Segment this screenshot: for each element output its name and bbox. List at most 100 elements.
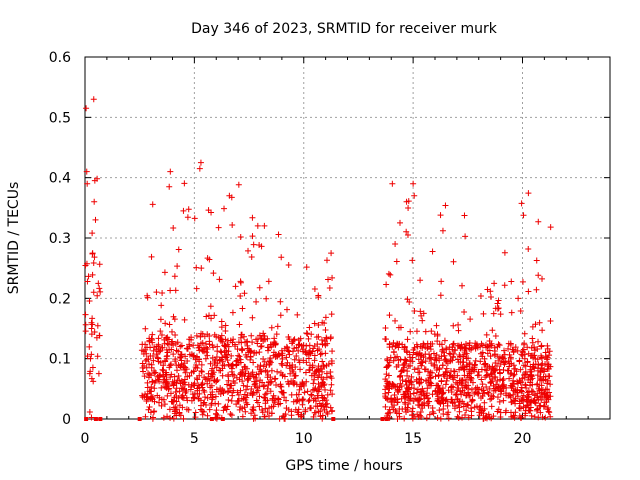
data-point [142,341,149,348]
data-point [393,363,400,370]
data-point [256,403,263,410]
data-point [431,331,438,338]
data-point [397,380,404,387]
data-point [524,398,531,405]
data-point [168,328,175,335]
data-point [181,386,188,393]
data-point [173,385,180,392]
data-point [535,218,542,225]
data-point [494,343,501,350]
data-point [88,325,95,332]
data-point [181,366,188,373]
data-point [525,245,532,252]
data-point [183,406,190,413]
data-point [173,398,180,405]
data-point [147,388,154,395]
data-point [546,389,553,396]
data-point [315,388,322,395]
data-point [285,406,292,413]
data-point [257,343,264,350]
data-point [293,344,300,351]
data-point [228,397,235,404]
data-point [191,215,198,222]
data-point [508,309,515,316]
data-point [461,212,468,219]
axis-ticks: 0 0.1 0.2 0.3 0.4 0.5 0.6 0 5 10 15 20 [49,50,610,447]
data-point [262,397,269,404]
data-point [537,369,544,376]
data-point [212,400,219,407]
data-point [245,247,252,254]
data-point [289,361,296,368]
data-point [206,312,213,319]
x-axis-label: GPS time / hours [285,458,402,474]
data-point [146,361,153,368]
data-point [454,372,461,379]
data-point [203,313,210,320]
data-point [426,351,433,358]
data-point [459,359,466,366]
data-point [267,355,274,362]
data-point [465,414,472,421]
data-point [253,397,260,404]
data-point [303,359,310,366]
data-point [264,368,271,375]
data-point [417,277,424,284]
data-point [423,415,430,422]
data-point [417,388,424,395]
data-point [411,308,418,315]
data-point [249,214,256,221]
data-point [475,372,482,379]
data-point [312,409,319,416]
data-point [419,317,426,324]
data-point [227,411,234,418]
data-point [218,324,225,331]
data-point [177,380,184,387]
data-point [500,355,507,362]
data-point [431,361,438,368]
data-point [322,341,329,348]
data-point [222,403,229,410]
data-point [307,404,314,411]
data-point [251,349,258,356]
data-point [167,390,174,397]
data-point [220,407,227,414]
data-point [161,340,168,347]
data-point [510,398,517,405]
data-point [281,394,288,401]
data-point [286,348,293,355]
data-point [256,393,263,400]
data-point [158,302,165,309]
data-point [239,305,246,312]
data-point [466,368,473,375]
data-point [416,369,423,376]
data-point [213,407,220,414]
data-point [279,413,286,420]
y-tick-label: 0 [62,412,71,428]
data-point [217,348,224,355]
data-point [476,409,483,416]
data-point [175,362,182,369]
data-point [154,373,161,380]
data-point [386,406,393,413]
data-point [243,354,250,361]
data-point [440,349,447,356]
data-point [244,345,251,352]
data-point [487,353,494,360]
data-point [509,346,516,353]
data-point [479,381,486,388]
data-point [413,328,420,335]
data-point [155,348,162,355]
data-point [391,402,398,409]
data-point [314,341,321,348]
data-point [198,265,205,272]
data-point [91,254,98,261]
data-point [536,319,543,326]
data-point [251,378,258,385]
data-point [208,382,215,389]
data-point [203,376,210,383]
data-point [433,366,440,373]
data-point [497,386,504,393]
data-point [425,398,432,405]
data-point [492,359,499,366]
